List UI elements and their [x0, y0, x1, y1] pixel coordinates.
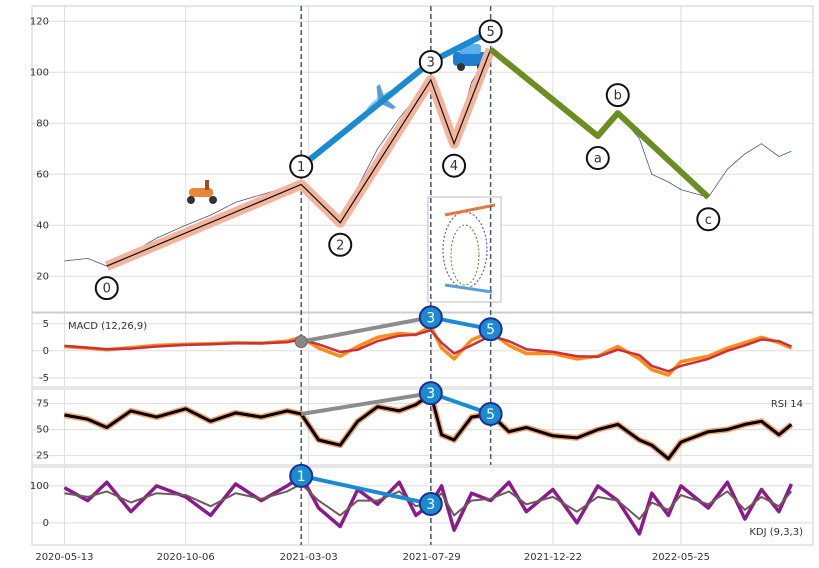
- divergence-point: [478, 317, 503, 342]
- inset-figure: [427, 196, 502, 303]
- y-tick-label: 75: [36, 399, 49, 410]
- wave-label-circle: [328, 232, 353, 257]
- divergence-label: 1: [297, 469, 306, 485]
- y-tick-label: -5: [39, 373, 49, 384]
- y-tick-label: 50: [36, 425, 49, 436]
- wave-label: 2: [336, 238, 344, 253]
- x-tick-label: 2022-05-25: [652, 552, 710, 563]
- y-tick-label: 25: [36, 451, 49, 462]
- y-tick-label: 0: [43, 346, 49, 357]
- series-line: [64, 329, 792, 373]
- wave-label: 3: [427, 55, 435, 70]
- correction-line: [488, 47, 711, 200]
- wave-label: a: [594, 152, 602, 167]
- y-tick-label: 40: [36, 220, 49, 231]
- y-tick-label: 5: [43, 319, 49, 330]
- divergence-label: 3: [426, 497, 435, 513]
- x-tick-label: 2021-07-29: [403, 552, 461, 563]
- wave-label-circle: [696, 207, 721, 232]
- series-line: [64, 483, 793, 521]
- scooter-icon: [187, 180, 217, 204]
- wave-label: 4: [450, 159, 458, 174]
- divergence-line: [300, 391, 432, 416]
- y-tick-label: 100: [30, 67, 49, 78]
- divergence-point: [289, 463, 314, 488]
- divergence-label: 5: [486, 322, 495, 338]
- y-tick-label: 60: [36, 169, 49, 180]
- y-tick-label: 20: [36, 271, 49, 282]
- divergence-point: [418, 491, 443, 516]
- wave-label-circle: [605, 83, 630, 108]
- wave-label: c: [705, 213, 712, 228]
- wave-label: 5: [486, 25, 494, 40]
- wave-label-circle: [478, 19, 503, 44]
- wave-label: 0: [103, 282, 111, 297]
- panel-frame: [31, 5, 814, 313]
- wave-label: 1: [297, 160, 305, 175]
- divergence-label: 3: [426, 310, 435, 326]
- wave-label-circle: [289, 154, 314, 179]
- y-tick-label: 120: [30, 16, 49, 27]
- divergence-label: 5: [486, 407, 495, 423]
- divergence-line: [300, 473, 432, 506]
- x-tick-label: 2020-05-13: [35, 552, 93, 563]
- divergence-point: [418, 305, 443, 330]
- divergence-point: [294, 335, 308, 349]
- panel-label: RSI 14: [771, 399, 803, 410]
- wave-label-circle: [442, 153, 467, 178]
- x-tick-label: 2021-03-03: [280, 552, 338, 563]
- series-line: [63, 474, 793, 536]
- panel-label: MACD (12,26,9): [68, 321, 147, 332]
- series-line: [64, 392, 793, 461]
- divergence-line: [300, 315, 432, 344]
- x-tick-label: 2020-10-06: [157, 552, 215, 563]
- y-tick-label: 80: [36, 118, 49, 129]
- wave-label-circle: [585, 146, 610, 171]
- x-tick-label: 2021-12-22: [524, 552, 582, 563]
- y-tick-label: 100: [30, 481, 49, 492]
- wave-line: [106, 49, 492, 267]
- y-tick-label: 0: [43, 518, 49, 529]
- wave-label-circle: [418, 49, 443, 74]
- panel-label: KDJ (9,3,3): [749, 527, 803, 538]
- divergence-point: [418, 381, 443, 406]
- wave-label-circle: [94, 276, 119, 301]
- divergence-label: 3: [426, 386, 435, 402]
- divergence-point: [478, 401, 503, 426]
- wave-label: b: [614, 89, 622, 104]
